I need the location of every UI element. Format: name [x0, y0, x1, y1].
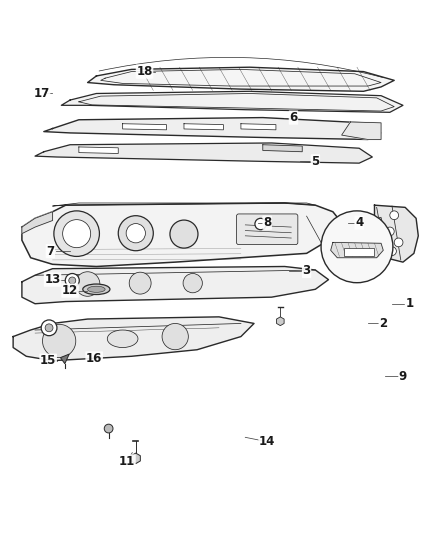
- Circle shape: [45, 324, 53, 332]
- Polygon shape: [331, 243, 383, 258]
- Circle shape: [65, 273, 79, 287]
- FancyBboxPatch shape: [237, 214, 298, 245]
- Text: 1: 1: [406, 297, 413, 310]
- Circle shape: [321, 211, 393, 282]
- Text: 16: 16: [86, 352, 102, 365]
- Circle shape: [118, 216, 153, 251]
- Polygon shape: [35, 143, 372, 163]
- Text: 7: 7: [46, 245, 54, 257]
- Text: 15: 15: [40, 354, 57, 367]
- Polygon shape: [263, 145, 302, 152]
- Polygon shape: [22, 266, 328, 304]
- Polygon shape: [123, 124, 166, 130]
- Circle shape: [42, 324, 76, 358]
- Text: 17: 17: [33, 87, 50, 100]
- Circle shape: [385, 227, 394, 236]
- Polygon shape: [44, 118, 381, 140]
- Circle shape: [104, 424, 113, 433]
- Ellipse shape: [83, 284, 110, 295]
- Text: 5: 5: [311, 155, 319, 168]
- Circle shape: [183, 273, 202, 293]
- FancyBboxPatch shape: [344, 248, 374, 256]
- Polygon shape: [13, 317, 254, 361]
- Polygon shape: [79, 147, 118, 154]
- Circle shape: [162, 324, 188, 350]
- Ellipse shape: [107, 330, 138, 348]
- Polygon shape: [184, 124, 223, 130]
- Text: 13: 13: [44, 273, 61, 286]
- Polygon shape: [22, 203, 342, 266]
- Polygon shape: [374, 217, 383, 229]
- Polygon shape: [374, 205, 418, 262]
- Circle shape: [54, 211, 99, 256]
- Circle shape: [170, 220, 198, 248]
- Circle shape: [63, 220, 91, 248]
- Circle shape: [255, 219, 266, 230]
- Text: 3: 3: [303, 264, 311, 277]
- Text: 4: 4: [355, 216, 363, 229]
- Polygon shape: [342, 122, 381, 140]
- Circle shape: [126, 223, 145, 243]
- Text: 12: 12: [62, 284, 78, 297]
- Polygon shape: [88, 67, 394, 91]
- Polygon shape: [60, 354, 69, 364]
- Text: 2: 2: [379, 317, 387, 330]
- Text: 6: 6: [290, 111, 297, 124]
- Text: 11: 11: [119, 455, 135, 468]
- Circle shape: [129, 272, 151, 294]
- Text: 8: 8: [263, 216, 271, 229]
- Circle shape: [75, 272, 100, 296]
- Polygon shape: [241, 124, 276, 130]
- Polygon shape: [61, 91, 403, 112]
- Polygon shape: [22, 212, 53, 233]
- Text: 14: 14: [259, 435, 276, 448]
- Circle shape: [69, 277, 76, 284]
- Ellipse shape: [88, 286, 105, 292]
- Text: 18: 18: [136, 65, 153, 78]
- Circle shape: [388, 247, 396, 255]
- Circle shape: [390, 211, 399, 220]
- Text: 9: 9: [399, 369, 407, 383]
- Circle shape: [394, 238, 403, 247]
- Circle shape: [41, 320, 57, 336]
